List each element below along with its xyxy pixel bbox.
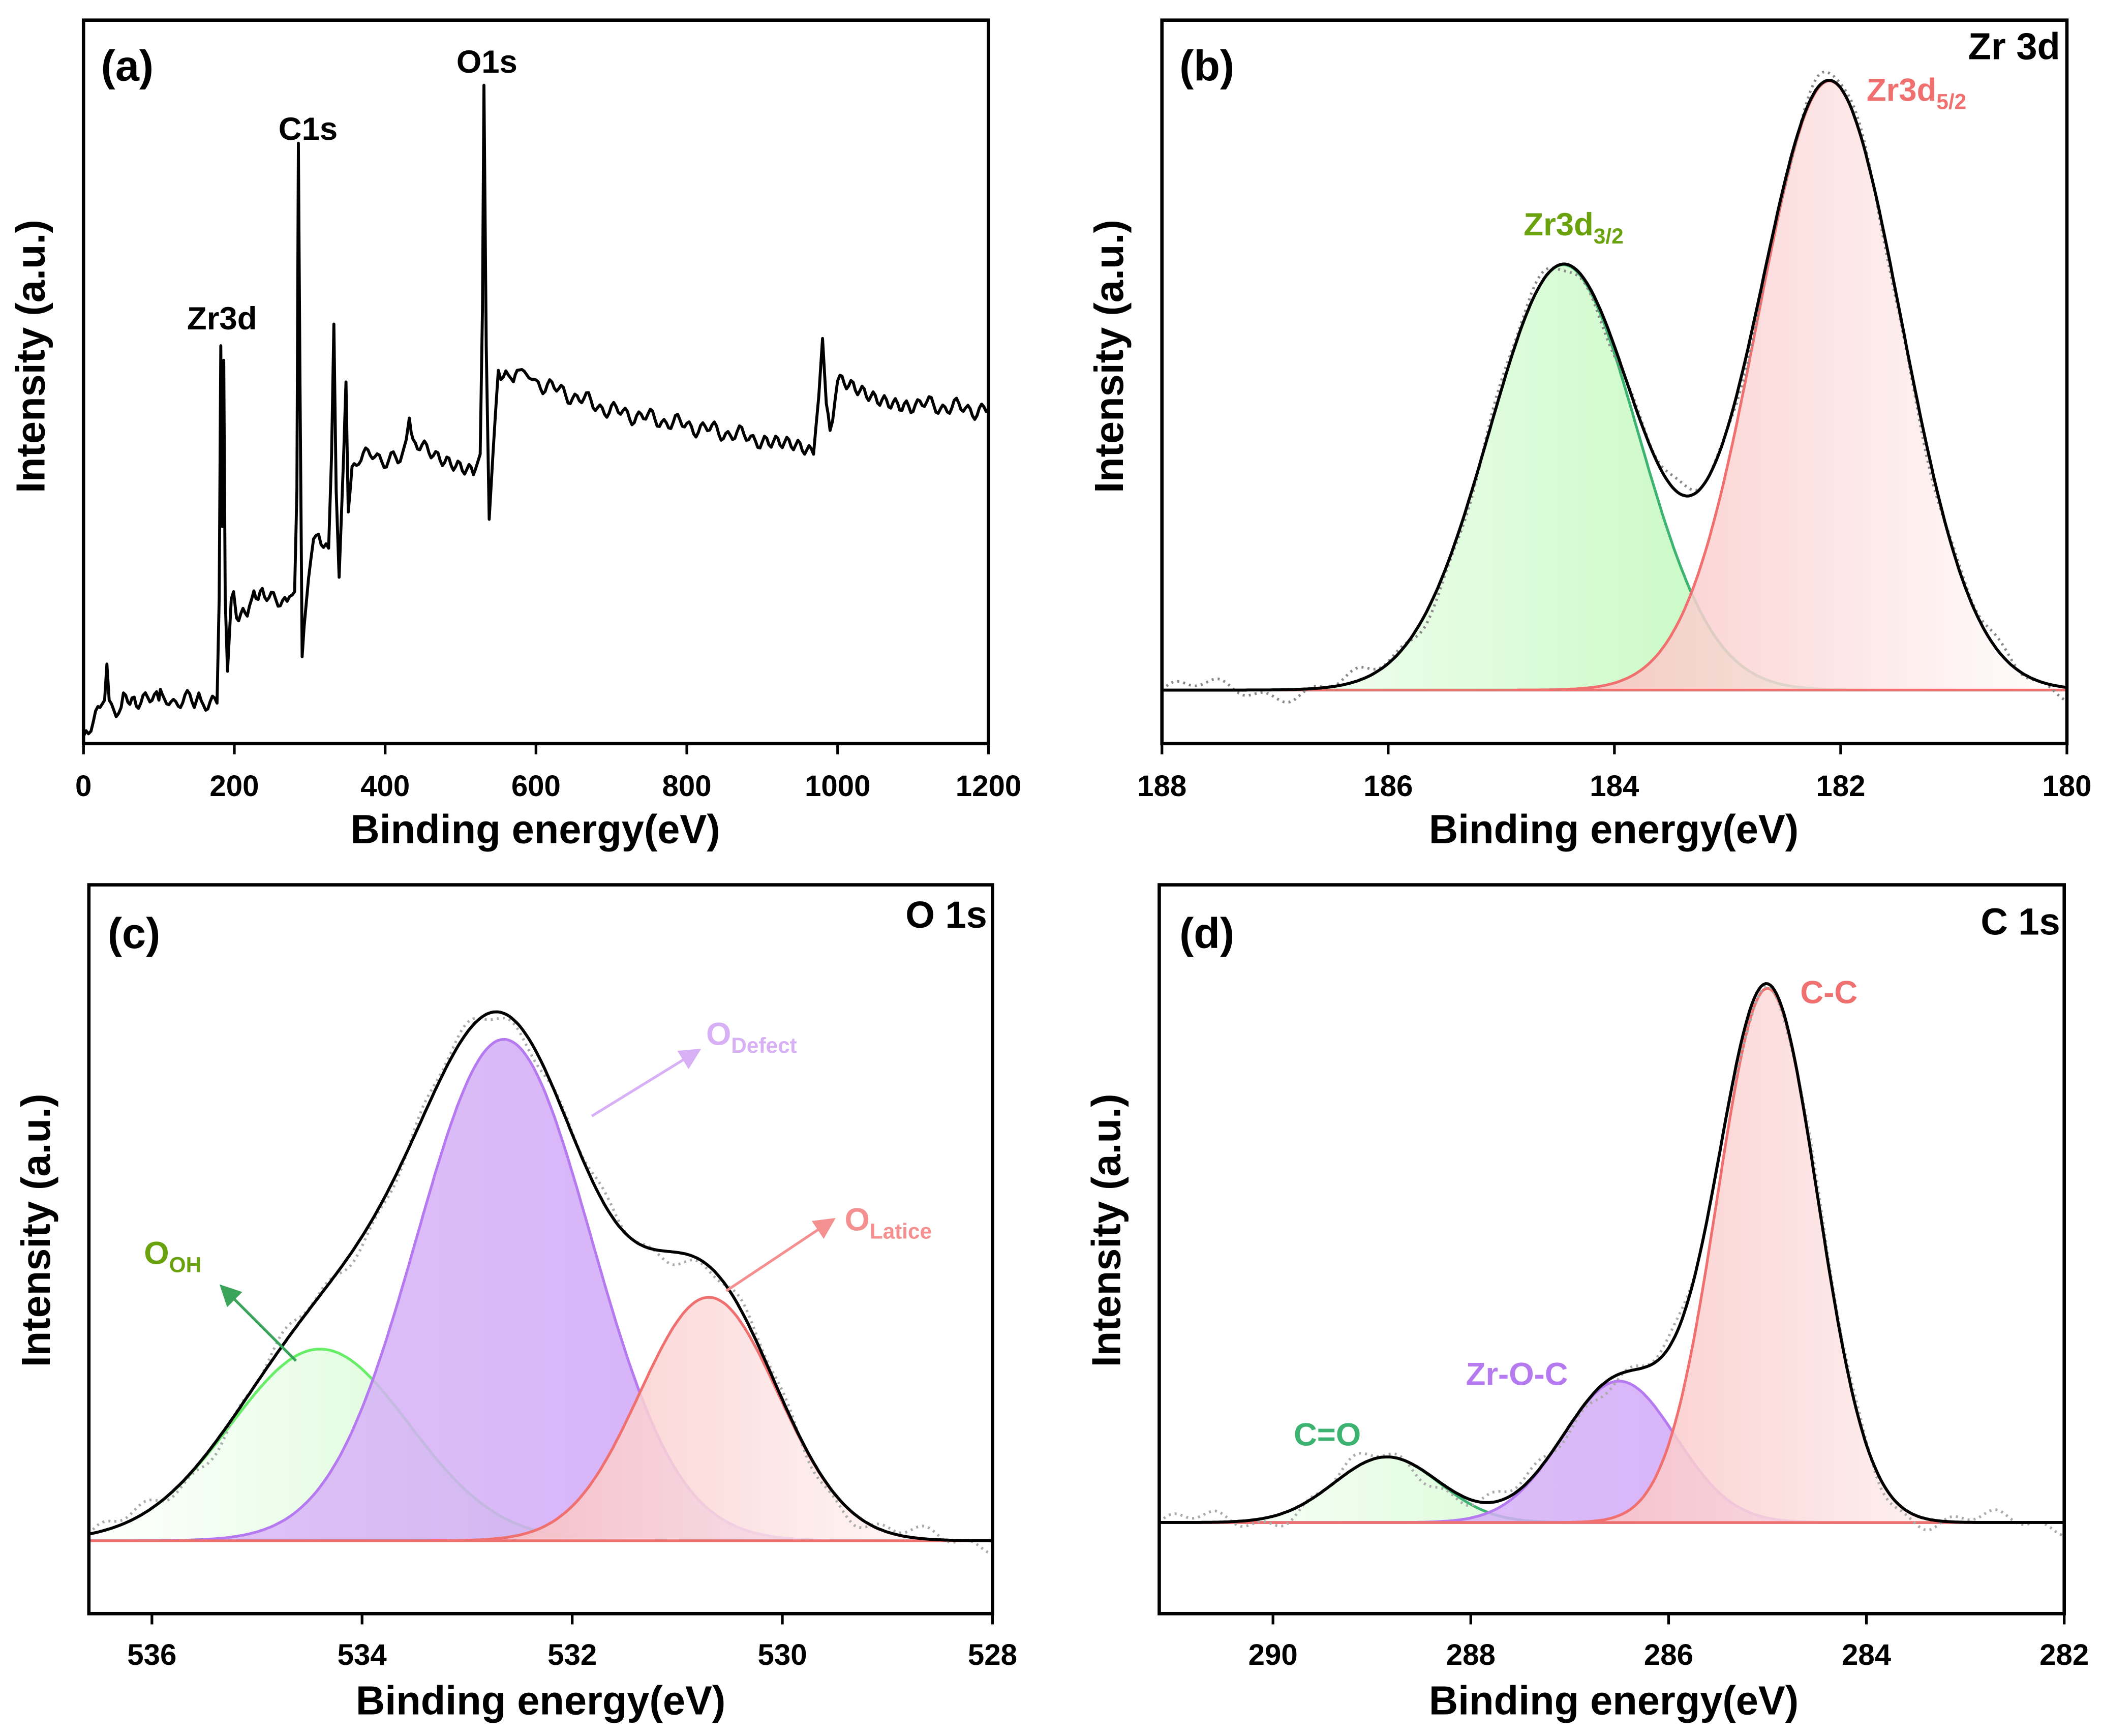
panel-b-zr3d: (b) Zr 3d Zr3d3/2 Zr3d5/2 Binding energy… — [1086, 18, 2092, 852]
x-tick-label: 284 — [1842, 1638, 1892, 1671]
y-axis-title-b: Intensity (a.u.) — [1086, 220, 1132, 493]
fitted-envelope-line — [88, 1010, 993, 1542]
panel-label-b: (b) — [1179, 42, 1234, 90]
x-axis-title-d: Binding energy(eV) — [1429, 1678, 1799, 1723]
plot-area-a — [82, 83, 989, 737]
x-tick-label: 536 — [127, 1638, 176, 1671]
annotation-o1s: O1s — [456, 44, 517, 80]
x-tick-label: 0 — [75, 770, 92, 803]
x-tick-label: 400 — [360, 770, 410, 803]
plot-area-c — [87, 1010, 993, 1555]
x-tick-label: 532 — [547, 1638, 597, 1671]
panel-title-d: C 1s — [1981, 900, 2060, 942]
panel-title-b: Zr 3d — [1968, 25, 2060, 67]
arrow-olatice — [725, 1218, 836, 1292]
x-tick-label: 282 — [2039, 1638, 2089, 1671]
label-c-o: C=O — [1294, 1417, 1361, 1453]
x-tick-label: 528 — [968, 1638, 1017, 1671]
y-axis-title-c: Intensity (a.u.) — [13, 1093, 58, 1367]
panel-label-d: (d) — [1179, 909, 1234, 957]
x-tick-label: 188 — [1137, 770, 1186, 803]
label-ooh: OOH — [144, 1236, 201, 1277]
frame-d — [1157, 883, 2066, 1616]
label-zr3d32: Zr3d3/2 — [1524, 207, 1623, 248]
x-axis-title-b: Binding energy(eV) — [1429, 807, 1799, 852]
y-axis-title-a: Intensity (a.u.) — [8, 220, 53, 493]
arrow-ooh — [219, 1284, 297, 1362]
plot-area-b — [1161, 70, 2068, 704]
label-zr-o-c: Zr-O-C — [1466, 1357, 1568, 1392]
x-axis-title-a: Binding energy(eV) — [350, 807, 720, 852]
x-tick-label: 200 — [209, 770, 259, 803]
annotation-c1s: C1s — [279, 111, 338, 147]
x-axis-title-c: Binding energy(eV) — [356, 1678, 725, 1723]
label-odefect: ODefect — [706, 1016, 797, 1057]
x-ticks-a: 0 200 400 600 800 1000 1200 — [75, 743, 1021, 803]
x-tick-label: 534 — [338, 1638, 387, 1671]
frame-c — [87, 883, 994, 1616]
plot-area-d — [1157, 982, 2066, 1537]
x-tick-label: 288 — [1446, 1638, 1496, 1671]
panel-title-c: O 1s — [905, 894, 987, 936]
x-tick-label: 184 — [1590, 770, 1639, 803]
x-tick-label: 180 — [2042, 770, 2091, 803]
annotation-zr3d: Zr3d — [187, 301, 257, 337]
panel-a-survey: (a) Zr3d C1s O1s Binding energy(eV) Inte… — [8, 18, 1021, 852]
x-tick-label: 290 — [1248, 1638, 1298, 1671]
label-c-c: C-C — [1800, 974, 1857, 1010]
raw-data-line — [87, 1017, 993, 1555]
panel-label-c: (c) — [108, 909, 160, 957]
panel-label-a: (a) — [101, 42, 154, 90]
x-tick-label: 800 — [662, 770, 712, 803]
x-tick-label: 186 — [1363, 770, 1413, 803]
fitted-envelope-line — [1162, 79, 2067, 692]
survey-spectrum-line — [82, 83, 989, 737]
fitted-envelope-line — [1159, 982, 2064, 1524]
label-zr3d52: Zr3d5/2 — [1867, 72, 1966, 113]
x-tick-label: 530 — [757, 1638, 807, 1671]
panel-d-c1s: (d) C 1s C=O Zr-O-C C-C Binding energy(e… — [1084, 883, 2089, 1723]
y-axis-title-d: Intensity (a.u.) — [1084, 1093, 1129, 1367]
x-tick-label: 1200 — [956, 770, 1021, 803]
label-olatice: OLatice — [844, 1202, 932, 1243]
x-tick-label: 182 — [1816, 770, 1865, 803]
x-ticks-c: 536 534 532 530 528 — [127, 1613, 1017, 1671]
x-ticks-b: 188 186 184 182 180 — [1137, 743, 2092, 803]
panel-c-o1s: (c) O 1s OOH ODefect OLatice Binding ene… — [13, 883, 1017, 1723]
x-tick-label: 286 — [1644, 1638, 1693, 1671]
x-ticks-d: 290 288 286 284 282 — [1248, 1613, 2089, 1671]
arrow-odefect — [591, 1049, 702, 1117]
x-tick-label: 1000 — [805, 770, 870, 803]
x-tick-label: 600 — [511, 770, 561, 803]
